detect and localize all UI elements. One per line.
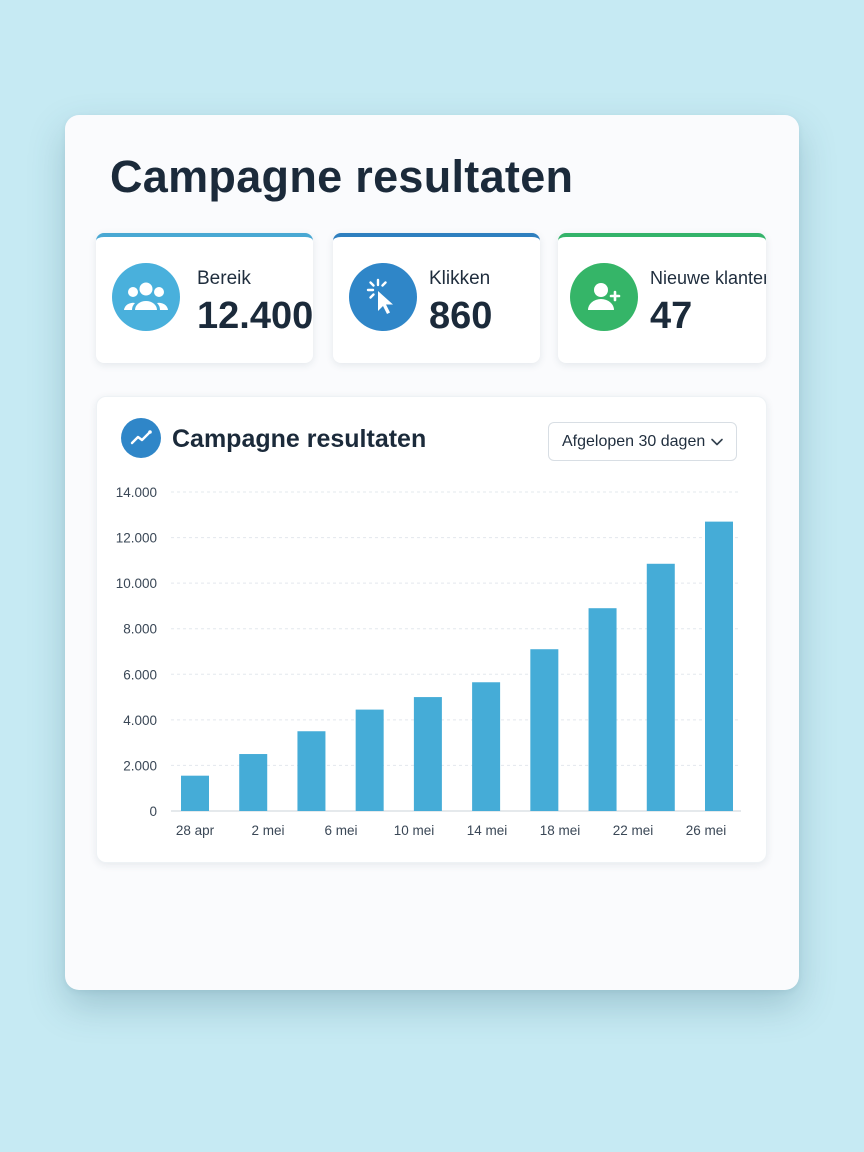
- dashboard-card: Campagne resultaten Bereik 12.400: [65, 115, 799, 990]
- chart-bar: [355, 709, 384, 811]
- y-tick-label: 4.000: [123, 713, 157, 728]
- x-tick-label: 2 mei: [251, 823, 284, 838]
- chart-bar: [646, 563, 675, 811]
- chevron-down-icon: [711, 438, 723, 446]
- y-tick-label: 8.000: [123, 622, 157, 637]
- chart-bar: [181, 775, 209, 811]
- chart-bar: [239, 754, 268, 811]
- x-tick-label: 28 apr: [176, 823, 215, 838]
- stat-label: Klikken: [429, 268, 491, 289]
- x-tick-label: 10 mei: [394, 823, 435, 838]
- stat-label: Bereik: [197, 268, 251, 289]
- chart-title: Campagne resultaten: [172, 425, 427, 453]
- date-range-select[interactable]: Afgelopen 30 dagen: [548, 422, 737, 461]
- y-tick-label: 0: [149, 804, 157, 819]
- chart-panel: Campagne resultaten Afgelopen 30 dagen 0…: [96, 396, 767, 863]
- x-tick-label: 22 mei: [613, 823, 654, 838]
- stat-value: 47: [650, 295, 693, 337]
- cursor-click-icon: [349, 263, 417, 331]
- chart-bar: [297, 731, 326, 811]
- chart-bar: [705, 521, 733, 811]
- users-icon: [112, 263, 180, 331]
- bar-chart: 0 2.000 4.000 6.000 8.000 10.000 12.000 14.000 2…: [116, 485, 741, 838]
- y-tick-label: 2.000: [123, 758, 157, 773]
- date-range-label: Afgelopen 30 dagen: [562, 432, 706, 450]
- y-tick-label: 14.000: [116, 485, 157, 500]
- page-title: Campagne resultaten: [110, 151, 574, 202]
- chart-bar: [413, 697, 442, 811]
- x-tick-label: 6 mei: [324, 823, 357, 838]
- stat-card-new-customers: Nieuwe klanten 47: [558, 233, 766, 363]
- stat-value: 12.400: [197, 295, 313, 337]
- x-tick-label: 14 mei: [467, 823, 508, 838]
- stat-card-clicks: Klikken 860: [333, 233, 540, 363]
- y-tick-label: 10.000: [116, 576, 157, 591]
- x-tick-label: 26 mei: [686, 823, 727, 838]
- x-tick-label: 18 mei: [540, 823, 581, 838]
- chart-bar: [472, 682, 501, 811]
- trend-line-icon: [121, 418, 161, 458]
- y-tick-label: 12.000: [116, 531, 157, 546]
- stat-card-reach: Bereik 12.400: [96, 233, 313, 363]
- chart-bar: [588, 608, 617, 811]
- y-tick-label: 6.000: [123, 667, 157, 682]
- chart-bar: [530, 649, 559, 811]
- stat-label: Nieuwe klanten: [650, 268, 766, 288]
- user-plus-icon: [570, 263, 638, 331]
- stat-value: 860: [429, 295, 493, 337]
